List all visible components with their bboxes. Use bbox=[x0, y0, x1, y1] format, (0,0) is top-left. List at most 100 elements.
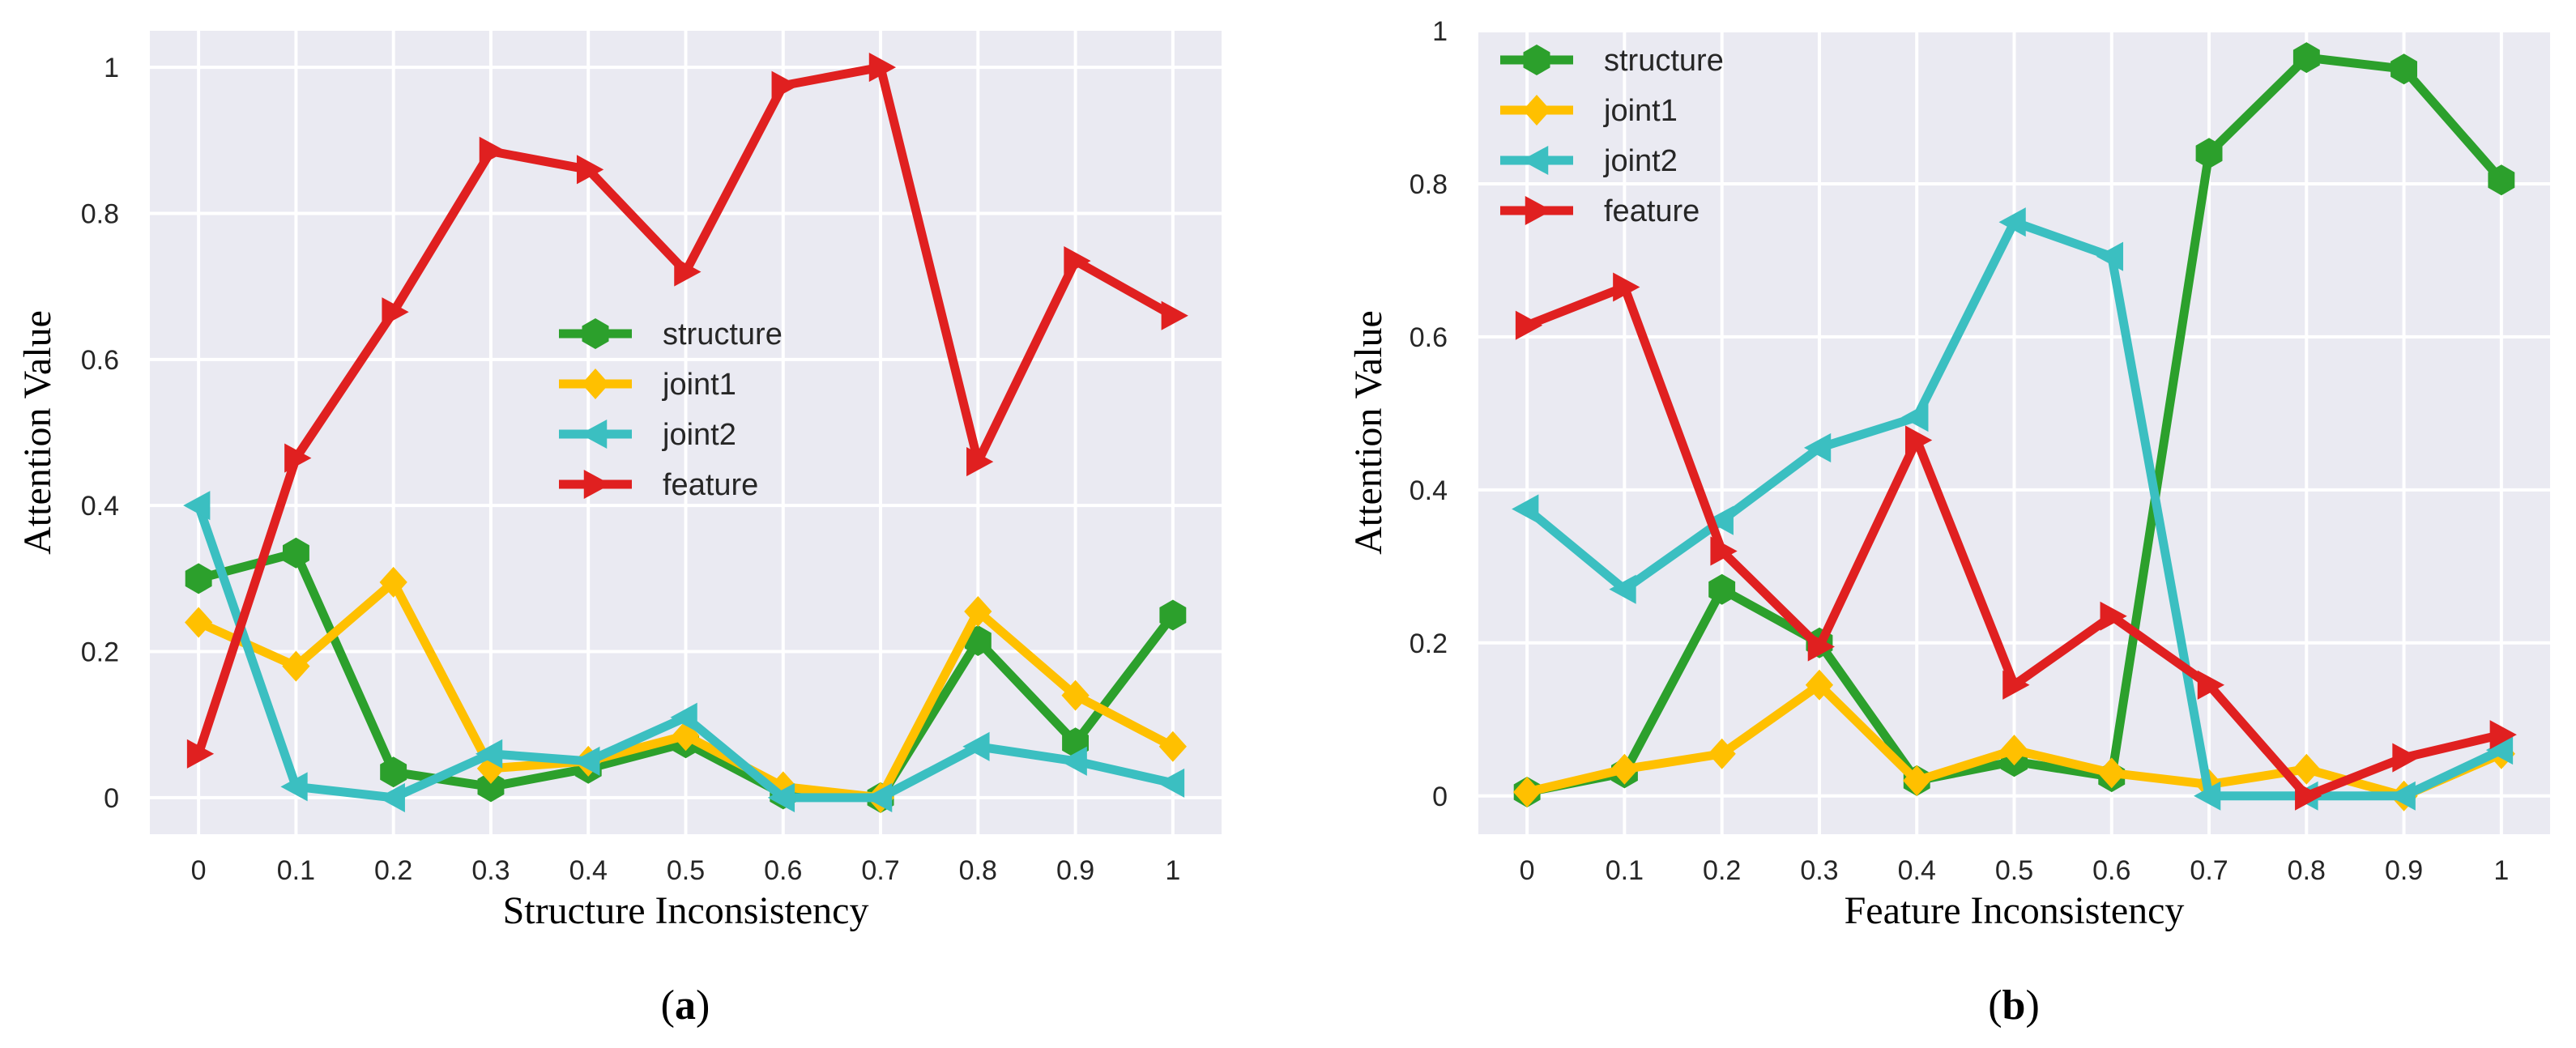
data-point-feature bbox=[576, 155, 604, 185]
data-point-feature bbox=[868, 53, 897, 83]
x-tick-label: 0.8 bbox=[959, 855, 997, 886]
data-point-joint2 bbox=[573, 746, 600, 776]
data-point-joint1 bbox=[2292, 753, 2321, 785]
y-tick-label: 0 bbox=[104, 783, 119, 814]
data-point-feature bbox=[186, 739, 215, 769]
data-point-joint1 bbox=[282, 650, 310, 682]
data-point-joint1 bbox=[379, 566, 407, 598]
y-tick-label: 0.8 bbox=[81, 198, 119, 229]
series-joint2 bbox=[183, 491, 1185, 812]
y-axis-label: Attention Value bbox=[16, 310, 59, 555]
data-point-feature bbox=[382, 297, 409, 327]
data-point-joint2 bbox=[2485, 735, 2514, 765]
x-tick-label: 0.9 bbox=[1056, 855, 1094, 886]
data-point-joint2 bbox=[865, 782, 893, 812]
panel-caption: (b) bbox=[1988, 982, 2040, 1029]
data-point-structure bbox=[2195, 138, 2223, 169]
data-point-joint1 bbox=[1061, 679, 1090, 711]
data-point-feature bbox=[284, 443, 312, 473]
data-point-feature bbox=[2295, 781, 2322, 811]
x-tick-label: 0.1 bbox=[277, 855, 315, 886]
paren: ( bbox=[1988, 982, 2002, 1029]
series-feature bbox=[186, 53, 1188, 769]
data-point-joint2 bbox=[2194, 781, 2221, 811]
data-point-feature bbox=[1904, 425, 1933, 455]
data-point-feature bbox=[1515, 310, 1543, 340]
panel-label: b bbox=[2002, 982, 2026, 1029]
y-tick-label: 0.2 bbox=[81, 637, 119, 668]
x-tick-label: 0.5 bbox=[667, 855, 705, 886]
legend-marker-joint1 bbox=[1522, 95, 1551, 126]
data-point-structure bbox=[2292, 42, 2320, 74]
legend-label-structure: structure bbox=[663, 317, 783, 351]
legend-label-joint2: joint2 bbox=[1603, 144, 1678, 178]
x-tick-label: 0.3 bbox=[1800, 855, 1838, 886]
data-point-joint1 bbox=[1903, 765, 1931, 796]
series-joint1 bbox=[1513, 669, 2515, 812]
y-tick-label: 0.4 bbox=[81, 491, 119, 522]
x-tick-label: 0.7 bbox=[861, 855, 899, 886]
chart-panel-b: 0 0.1 0.2 0.3 0.4 0.5 0.6 0.7 0.8 0.9 1 0 0.2 0.4 0.6 0… bbox=[1347, 16, 2550, 1029]
y-tick-label: 0.8 bbox=[1410, 169, 1448, 200]
data-point-joint2 bbox=[670, 702, 697, 732]
x-tick-label: 0.6 bbox=[764, 855, 802, 886]
data-point-feature bbox=[2100, 601, 2127, 631]
paren: ) bbox=[696, 982, 710, 1029]
x-tick-label: 0.4 bbox=[569, 855, 608, 886]
legend-label-joint1: joint1 bbox=[662, 368, 736, 402]
data-point-structure bbox=[380, 756, 407, 788]
legend-label-joint2: joint2 bbox=[662, 418, 736, 452]
paren: ) bbox=[2025, 982, 2039, 1029]
x-tick-label: 0.6 bbox=[2092, 855, 2130, 886]
data-point-structure bbox=[283, 537, 309, 569]
data-point-joint1 bbox=[1158, 731, 1187, 762]
data-point-joint2 bbox=[2096, 241, 2124, 271]
x-axis-label: Feature Inconsistency bbox=[1845, 889, 2185, 932]
y-tick-label: 1 bbox=[1432, 16, 1448, 47]
data-point-joint2 bbox=[1706, 505, 1734, 535]
data-point-joint1 bbox=[1513, 777, 1542, 808]
y-tick-label: 0.6 bbox=[81, 345, 119, 376]
legend: structure joint1 joint2 feature bbox=[559, 317, 783, 502]
data-point-joint2 bbox=[1901, 403, 1929, 432]
data-point-feature bbox=[771, 70, 799, 100]
panel-caption: (a) bbox=[661, 982, 710, 1029]
data-point-feature bbox=[479, 136, 506, 166]
data-point-joint1 bbox=[2097, 757, 2126, 789]
data-point-joint2 bbox=[1803, 432, 1832, 462]
data-point-joint2 bbox=[2388, 781, 2416, 811]
data-point-feature bbox=[1710, 536, 1738, 566]
data-point-joint1 bbox=[964, 595, 992, 627]
data-point-feature bbox=[1161, 300, 1188, 330]
data-point-joint1 bbox=[1708, 738, 1736, 769]
y-tick-label: 0.4 bbox=[1410, 475, 1448, 506]
series-feature bbox=[1515, 272, 2517, 811]
data-point-joint2 bbox=[377, 782, 405, 812]
x-tick-label: 0.8 bbox=[2288, 855, 2326, 886]
legend-label-feature: feature bbox=[1604, 194, 1700, 228]
y-tick-label: 1 bbox=[104, 53, 119, 83]
x-tick-label: 0.7 bbox=[2190, 855, 2228, 886]
x-axis-label: Structure Inconsistency bbox=[503, 889, 869, 932]
x-tick-label: 0.2 bbox=[374, 855, 412, 886]
x-tick-label: 1 bbox=[1165, 855, 1180, 886]
legend-label-joint1: joint1 bbox=[1603, 94, 1678, 128]
legend-marker-structure bbox=[582, 318, 609, 349]
legend-marker-joint2 bbox=[580, 419, 608, 449]
x-tick-label: 0.4 bbox=[1898, 855, 1936, 886]
data-point-joint2 bbox=[1998, 207, 2026, 237]
data-point-structure bbox=[477, 771, 505, 803]
data-point-joint2 bbox=[1609, 574, 1636, 604]
data-point-structure bbox=[185, 563, 212, 594]
legend-marker-feature bbox=[1525, 195, 1552, 226]
legend-marker-feature bbox=[583, 469, 611, 500]
data-point-feature bbox=[1613, 272, 1640, 302]
data-point-structure bbox=[2390, 53, 2417, 85]
x-tick-label: 0.9 bbox=[2385, 855, 2423, 886]
data-point-feature bbox=[2392, 743, 2420, 773]
data-point-joint1 bbox=[2000, 735, 2028, 766]
paren: ( bbox=[661, 982, 675, 1029]
data-point-feature bbox=[1064, 246, 1091, 276]
y-tick-label: 0.6 bbox=[1410, 322, 1448, 353]
